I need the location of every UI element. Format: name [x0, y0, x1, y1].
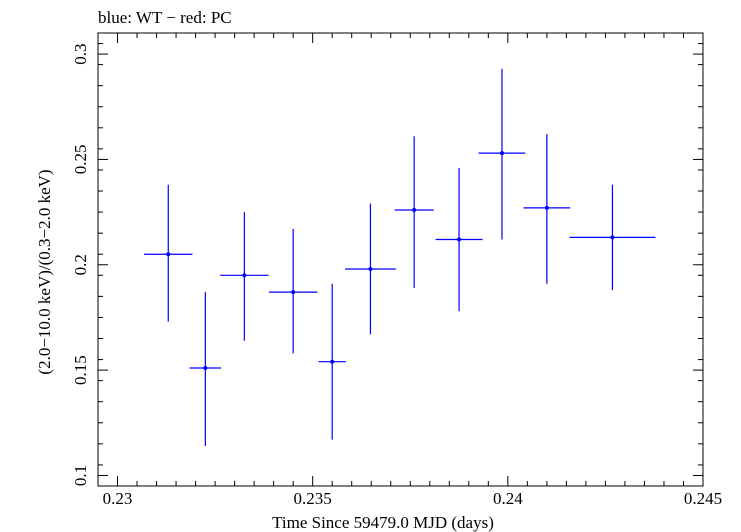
point-marker	[499, 151, 504, 156]
axis-tick-labels: 0.23 0.235 0.24 0.245 0.1 0.15 0.2 0.25 0.3	[71, 43, 722, 508]
y-axis-label: (2.0−10.0 keV)/(0.3−2.0 keV)	[35, 169, 54, 374]
data-point	[394, 136, 434, 288]
data-point	[318, 283, 346, 440]
axis-ticks	[97, 33, 704, 487]
data-point	[144, 184, 193, 322]
y-tick-label: 0.3	[71, 43, 90, 64]
data-point	[569, 184, 656, 291]
data-point	[345, 203, 396, 335]
point-marker	[457, 237, 462, 242]
x-tick-label: 0.24	[493, 489, 523, 508]
plot-frame	[97, 32, 704, 487]
data-marks	[144, 68, 656, 446]
point-marker	[291, 290, 296, 295]
chart-title: blue: WT − red: PC	[98, 8, 232, 27]
data-point	[189, 292, 221, 446]
y-tick-label: 0.25	[71, 145, 90, 175]
point-marker	[544, 205, 549, 210]
y-tick-label: 0.2	[71, 254, 90, 275]
data-point	[523, 134, 571, 284]
data-point	[268, 228, 318, 354]
data-point	[220, 212, 269, 341]
x-tick-label: 0.23	[103, 489, 133, 508]
data-point	[435, 167, 483, 312]
point-marker	[412, 207, 417, 212]
point-marker	[330, 359, 335, 364]
x-tick-label: 0.245	[684, 489, 722, 508]
y-tick-label: 0.15	[71, 355, 90, 385]
data-point	[478, 68, 526, 240]
x-tick-label: 0.235	[294, 489, 332, 508]
point-marker	[203, 366, 208, 371]
point-marker	[242, 273, 247, 278]
x-axis-label: Time Since 59479.0 MJD (days)	[272, 513, 494, 532]
point-marker	[610, 235, 615, 240]
point-marker	[166, 252, 171, 257]
y-tick-label: 0.1	[71, 465, 90, 486]
point-marker	[368, 266, 373, 271]
